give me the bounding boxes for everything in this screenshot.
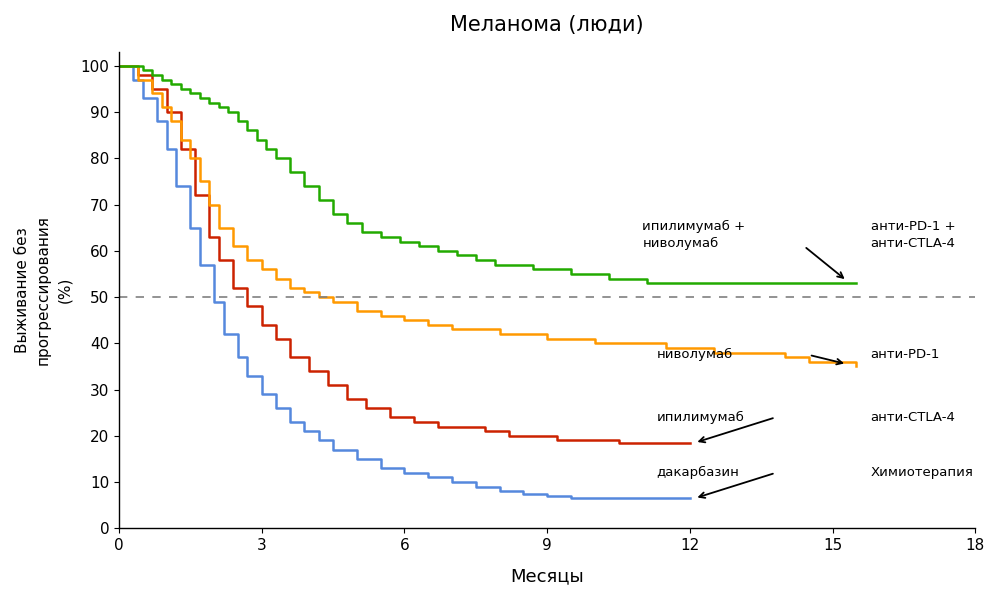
Text: дакарбазин: дакарбазин <box>657 466 739 479</box>
Text: ниволумаб: ниволумаб <box>657 349 733 361</box>
Text: Химиотерапия: Химиотерапия <box>871 466 974 479</box>
Title: Меланома (люди): Меланома (люди) <box>450 15 644 35</box>
Text: ипилимумаб +
ниволумаб: ипилимумаб + ниволумаб <box>642 220 745 250</box>
Y-axis label: Выживание без
прогрессирования
(%): Выживание без прогрессирования (%) <box>15 215 72 365</box>
Text: ипилимумаб: ипилимумаб <box>657 411 744 424</box>
Text: анти-PD-1 +
анти-CTLA-4: анти-PD-1 + анти-CTLA-4 <box>871 220 956 250</box>
X-axis label: Месяцы: Месяцы <box>510 567 584 585</box>
Text: анти-CTLA-4: анти-CTLA-4 <box>871 411 956 424</box>
Text: анти-PD-1: анти-PD-1 <box>871 349 940 361</box>
